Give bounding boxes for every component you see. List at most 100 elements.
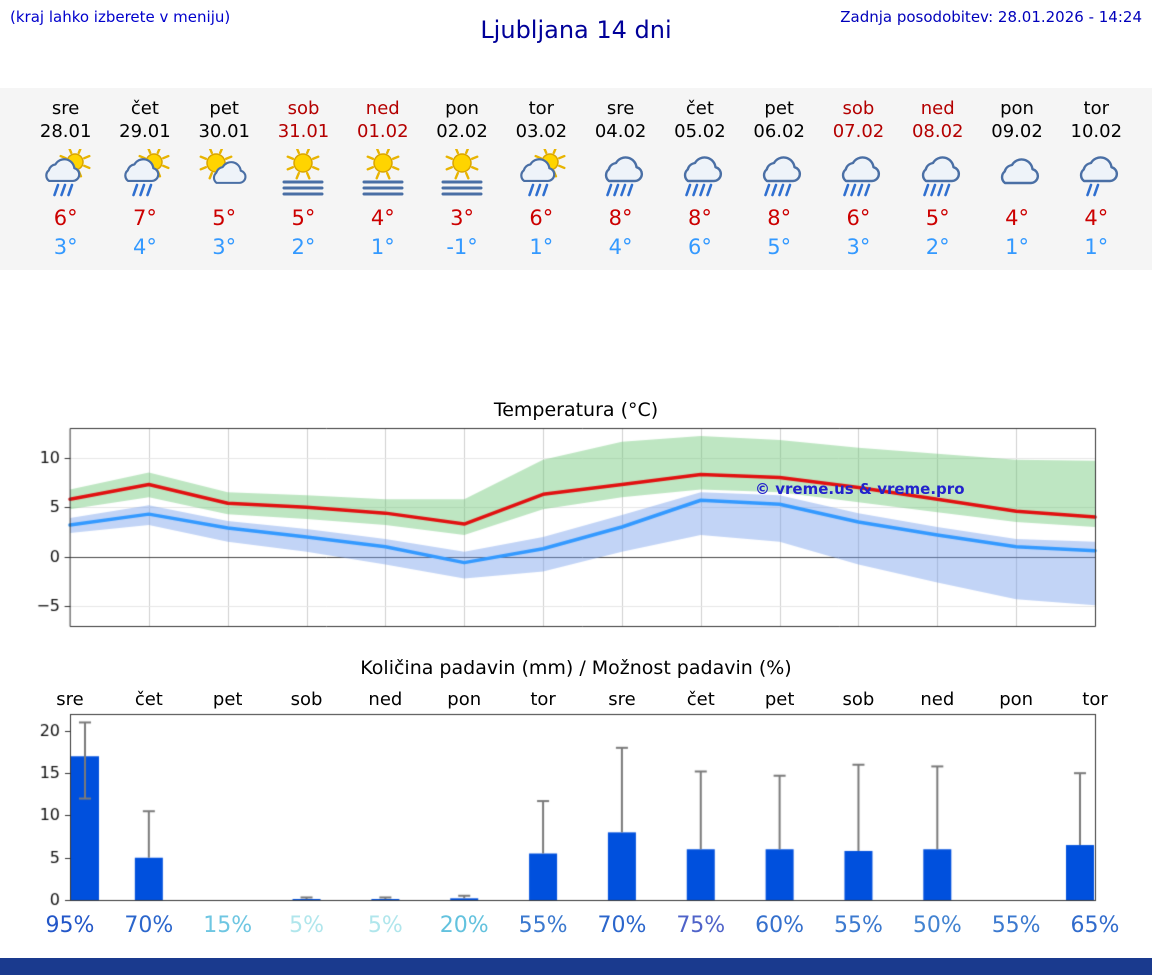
rain-icon [819,146,898,202]
day-date: 05.02 [674,121,726,142]
temp-min: 4° [608,235,633,259]
precip-probability: 95% [45,913,95,938]
precip-day-label: sob [290,689,323,710]
precipitation-section: Količina padavin (mm) / Možnost padavin … [0,654,1152,950]
temperature-chart-wrap: © vreme.us & vreme.pro [0,424,1152,634]
forecast-day-column: sob 07.02 6° 3° [819,98,898,260]
day-name: pet [764,98,794,119]
temp-max: 5° [212,206,237,230]
day-name: čet [130,98,159,119]
temperature-chart-title: Temperatura (°C) [493,399,659,421]
temp-min: 2° [925,235,950,259]
rain-light-icon [1057,146,1136,202]
day-date: 06.02 [753,121,805,142]
temp-max: 5° [291,206,316,230]
temp-max: 5° [925,206,950,230]
temp-max: 8° [687,206,712,230]
day-date: 29.01 [119,121,171,142]
forecast-day-column: sre 04.02 8° 4° [581,98,660,260]
precipitation-chart [0,712,1152,908]
temp-min: 3° [212,235,237,259]
precip-probability: 55% [991,913,1041,938]
forecast-day-column: ned 01.02 4° 1° [343,98,422,260]
temperature-section: Temperatura (°C) © vreme.us & vreme.pro [0,396,1152,634]
forecast-day-column: tor 10.02 4° 1° [1057,98,1136,260]
sun-showers-icon [502,146,581,202]
temp-min: 5° [767,235,792,259]
day-name: tor [1083,98,1110,119]
forecast-day-strip: sre 28.01 6° 3° čet 29.01 7° 4° pet 30.0… [0,88,1152,270]
precip-day-label: ned [368,689,403,710]
precip-probability: 60% [755,913,805,938]
precip-probability: 70% [597,913,647,938]
forecast-day-column: pet 06.02 8° 5° [740,98,819,260]
last-update-text: Zadnja posodobitev: 28.01.2026 - 14:24 [840,8,1142,26]
page-header: (kraj lahko izberete v meniju) Ljubljana… [0,0,1152,88]
day-name: ned [920,98,955,119]
temp-min: 3° [53,235,78,259]
forecast-day-column: pon 02.02 3° -1° [422,98,501,260]
precip-day-label: tor [530,689,556,710]
temp-max: 6° [53,206,78,230]
precip-day-label: ned [920,689,955,710]
day-name: sob [842,98,875,119]
sun-fog-icon [264,146,343,202]
day-date: 03.02 [515,121,568,142]
day-date: 09.02 [991,121,1043,142]
precip-probability-row: 95% 70% 15% 5% 5% 20% 55% 70% 75% 60% 55% 50% 55% 65% [0,908,1152,950]
precipitation-chart-title: Količina padavin (mm) / Možnost padavin … [360,657,792,679]
day-date: 30.01 [198,121,250,142]
day-date: 10.02 [1070,121,1123,142]
forecast-day-column: pon 09.02 4° 1° [977,98,1056,260]
cloud-icon [977,146,1056,202]
watermark-link[interactable]: © vreme.us & vreme.pro [755,480,965,498]
precip-day-label: pet [764,689,795,710]
day-name: pon [1000,98,1034,119]
temp-max: 6° [529,206,554,230]
day-name: sob [287,98,320,119]
day-date: 28.01 [39,121,92,142]
forecast-day-column: pet 30.01 5° 3° [185,98,264,260]
precip-day-label: tor [1082,689,1108,710]
temp-max: 4° [1005,206,1029,230]
forecast-day-column: čet 05.02 8° 6° [660,98,739,260]
day-name: sre [606,98,635,119]
precip-day-label: čet [686,689,715,710]
precip-probability: 20% [439,913,489,938]
precip-day-label: pon [999,689,1034,710]
day-date: 04.02 [594,121,647,142]
precip-probability: 75% [676,913,726,938]
sun-showers-icon [26,146,105,202]
precip-probability: 55% [518,913,568,938]
rain-icon [660,146,739,202]
day-date: 08.02 [911,121,964,142]
day-name: ned [365,98,400,119]
temp-min: 1° [1005,235,1029,259]
page-title: Ljubljana 14 dni [480,16,672,44]
temp-min: 1° [529,235,554,259]
forecast-day-column: sre 28.01 6° 3° [26,98,105,260]
precip-probability: 5% [289,913,324,938]
precip-day-label: sre [608,689,636,710]
day-name: čet [685,98,714,119]
precip-day-label: pet [212,689,243,710]
temp-min: -1° [446,235,478,259]
precip-probability: 15% [203,913,253,938]
precip-probability: 55% [834,913,883,938]
temp-max: 3° [450,206,474,230]
temperature-chart [0,424,1152,634]
location-menu-hint: (kraj lahko izberete v meniju) [10,8,231,26]
precip-probability: 65% [1070,913,1120,938]
rain-icon [898,146,977,202]
sun-fog-icon [422,146,501,202]
forecast-day-column: tor 03.02 6° 1° [502,98,581,260]
footer-bar [0,958,1152,975]
precip-day-label: sob [842,689,875,710]
temp-max: 4° [1084,206,1109,230]
temp-min: 2° [291,235,316,259]
day-date: 02.02 [436,121,488,142]
precip-probability: 70% [124,913,174,938]
temp-min: 6° [687,235,712,259]
temp-max: 7° [132,206,157,230]
